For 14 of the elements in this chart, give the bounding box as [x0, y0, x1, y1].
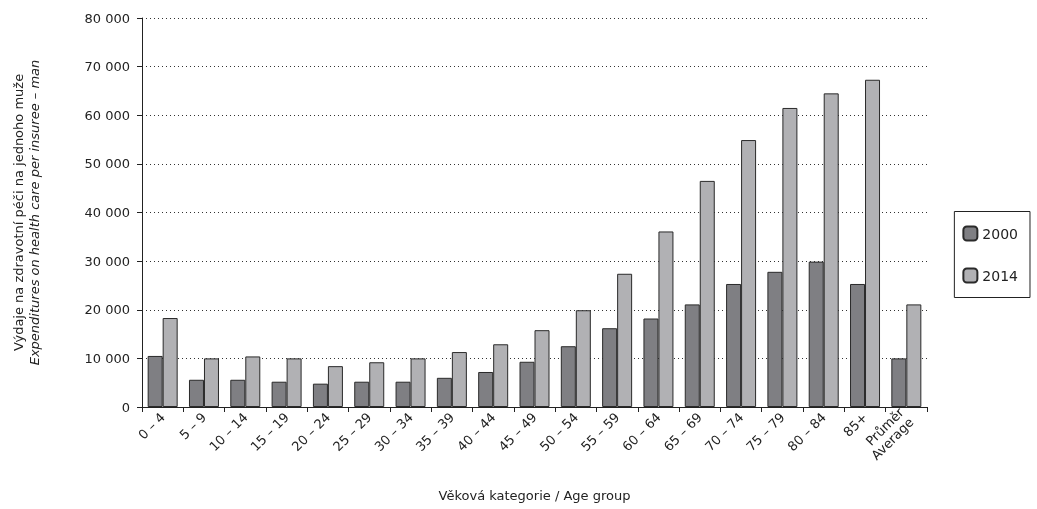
legend-label: 2000	[982, 225, 1019, 242]
y-tick-label: 0	[121, 399, 130, 415]
x-tick-label: 0 – 4	[135, 409, 168, 443]
y-tick-label: 10 000	[84, 350, 130, 366]
y-tick-label: 40 000	[84, 205, 130, 220]
y-tick-label: 20 000	[84, 302, 130, 318]
y-tick-label: 60 000	[84, 107, 130, 123]
y-tick-label: 80 000	[84, 10, 130, 26]
y-tick-label: 70 000	[84, 59, 130, 75]
y-tick-label: 50 000	[84, 156, 130, 172]
y-axis-title: Výdaje na zdravotní péči na jednoho muže Expenditures on health care per insuree – man	[10, 59, 42, 366]
y-tick-label: 30 000	[84, 253, 130, 269]
legend-label: 2014	[982, 267, 1019, 284]
x-axis-title: Věková kategorie / Age group	[438, 488, 631, 503]
